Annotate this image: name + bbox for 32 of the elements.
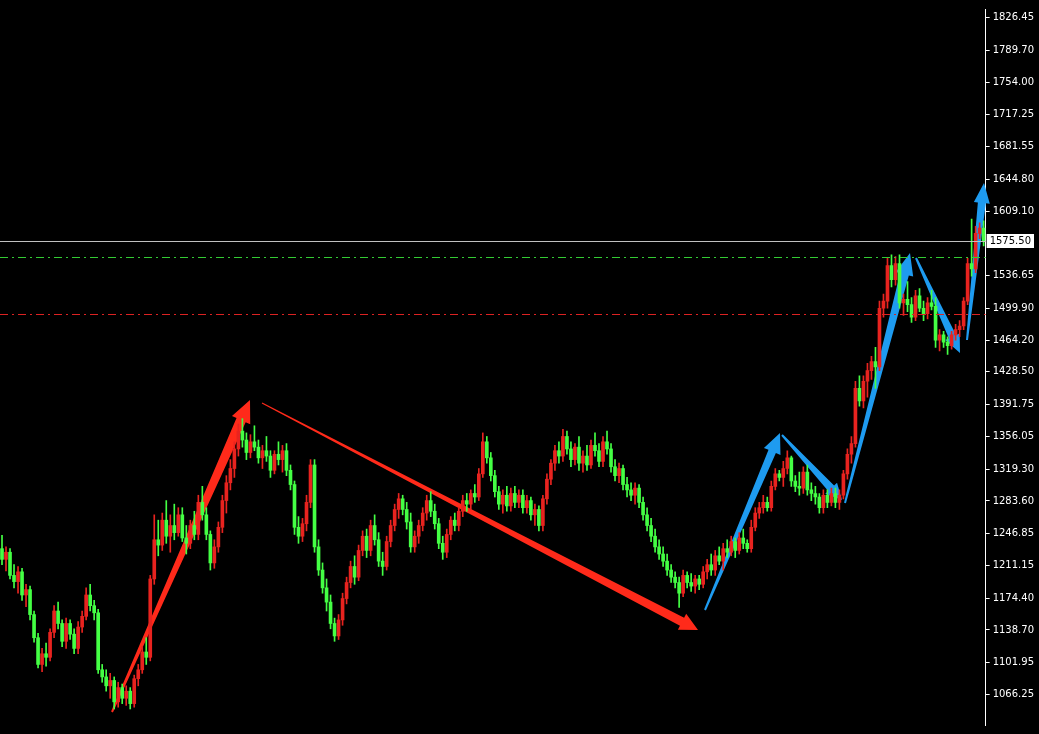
y-tick-label: 1066.25	[992, 688, 1035, 700]
y-tick-label: 1319.30	[992, 462, 1035, 474]
candlestick	[472, 484, 477, 503]
y-tick-label: 1211.15	[992, 559, 1035, 571]
y-tick-label: 1174.40	[992, 591, 1035, 603]
y-tick-label: 1536.65	[992, 269, 1035, 281]
y-tick-label: 1138.70	[992, 623, 1035, 635]
y-tick-label: 1246.85	[992, 527, 1035, 539]
y-tick-label: 1464.20	[992, 333, 1035, 345]
candlestick	[144, 637, 149, 665]
y-tick-label: 1644.80	[992, 172, 1035, 184]
y-tick-label: 1283.60	[992, 494, 1035, 506]
y-tick-label: 1717.25	[992, 108, 1035, 120]
candlestick	[464, 493, 469, 512]
candlestick	[689, 573, 693, 592]
y-tick-label: 1826.45	[992, 11, 1035, 23]
y-tick-label: 1391.75	[992, 398, 1035, 410]
y-tick-label: 1681.55	[992, 140, 1035, 152]
y-tick-label: 1789.70	[992, 43, 1035, 55]
candlestick	[172, 503, 177, 541]
y-tick-label: 1101.95	[992, 656, 1035, 668]
y-tick-label: 1609.10	[992, 204, 1035, 216]
ref-line-label: 1575.50	[989, 234, 1032, 246]
candlestick	[108, 673, 113, 699]
y-tick-label: 1754.00	[992, 75, 1035, 87]
candlestick	[44, 642, 48, 667]
y-tick-label: 1499.90	[992, 301, 1035, 313]
y-tick-label: 1428.50	[992, 365, 1035, 377]
candlestick	[557, 441, 561, 464]
candlestick	[156, 519, 161, 557]
candlestick	[725, 539, 730, 558]
y-tick-label: 1356.05	[992, 430, 1035, 442]
